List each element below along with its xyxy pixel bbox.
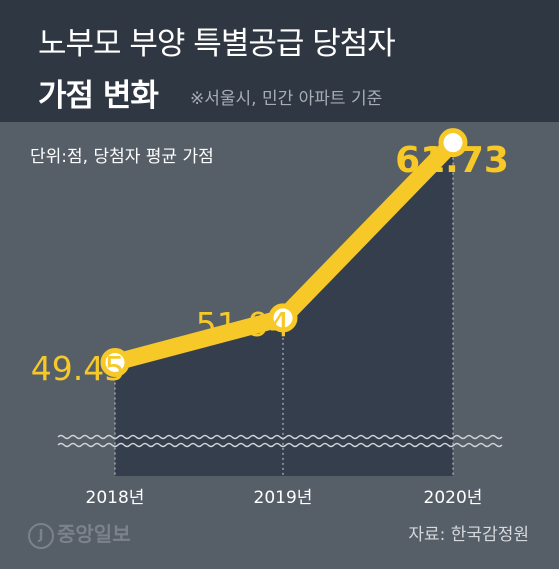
axis-break-wave-top [57, 434, 503, 440]
data-point [268, 303, 298, 333]
source-note: 자료: 한국감정원 [408, 525, 529, 545]
drop-lines [114, 142, 454, 476]
value-label: 49.45 [31, 349, 125, 388]
logo-text: 중앙일보 [57, 522, 131, 546]
chart-area-fill [115, 142, 453, 476]
chart-title-line2: 가점 변화 [38, 78, 159, 114]
x-tick-label: 2020년 [424, 488, 483, 508]
header-banner: 노부모 부양 특별공급 당첨자 가점 변화 ※서울시, 민간 아파트 기준 [0, 0, 559, 122]
x-tick-label: 2019년 [254, 488, 313, 508]
x-tick-label: 2018년 [86, 488, 145, 508]
logo: J 중앙일보 [28, 518, 131, 549]
logo-mark: J [28, 522, 54, 549]
data-point [100, 347, 130, 377]
chart-title-line1: 노부모 부양 특별공급 당첨자 [38, 26, 396, 62]
data-point [438, 128, 468, 158]
value-label: 61.73 [395, 140, 509, 181]
axis-break-wave-bottom [57, 442, 503, 448]
chart-note: ※서울시, 민간 아파트 기준 [190, 89, 383, 109]
unit-label: 단위:점, 당첨자 평균 가점 [30, 147, 214, 167]
value-label: 51.94 [196, 305, 290, 344]
